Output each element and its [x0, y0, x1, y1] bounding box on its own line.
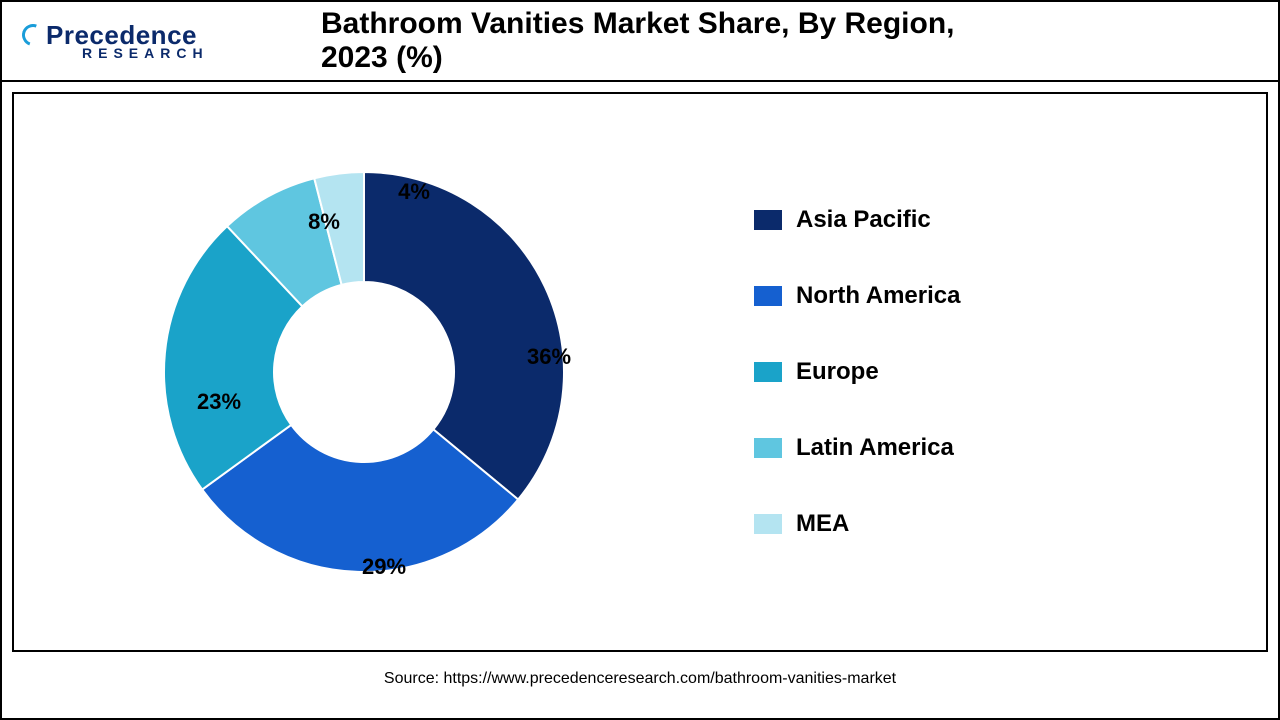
legend-label: Europe [796, 358, 879, 386]
outer-frame: Precedence RESEARCH Bathroom Vanities Ma… [0, 0, 1280, 720]
legend-label: MEA [796, 510, 849, 538]
legend-swatch-icon [754, 438, 782, 458]
legend-item: North America [754, 282, 1164, 310]
slice-label: 36% [527, 344, 571, 370]
logo: Precedence RESEARCH [22, 22, 209, 60]
logo-swoosh-icon [18, 20, 47, 49]
logo-text-bottom: RESEARCH [82, 46, 209, 60]
chart-title: Bathroom Vanities Market Share, By Regio… [321, 7, 959, 75]
donut-chart: 36% 29% 23% 8% 4% [14, 122, 714, 622]
slice-label: 23% [197, 389, 241, 415]
legend-item: Latin America [754, 434, 1164, 462]
slice-label: 4% [398, 179, 430, 205]
legend-swatch-icon [754, 514, 782, 534]
legend-swatch-icon [754, 362, 782, 382]
body-area: 36% 29% 23% 8% 4% Asia Pacific North America E… [2, 82, 1278, 718]
legend: Asia Pacific North America Europe Latin Ame… [714, 206, 1164, 538]
source-line: Source: https://www.precedenceresearch.c… [12, 670, 1268, 688]
legend-item: Asia Pacific [754, 206, 1164, 234]
donut-svg [154, 162, 574, 582]
legend-swatch-icon [754, 210, 782, 230]
legend-label: Latin America [796, 434, 954, 462]
legend-label: Asia Pacific [796, 206, 931, 234]
inner-frame: 36% 29% 23% 8% 4% Asia Pacific North America E… [12, 92, 1268, 652]
legend-item: MEA [754, 510, 1164, 538]
legend-label: North America [796, 282, 960, 310]
slice-label: 29% [362, 554, 406, 580]
legend-item: Europe [754, 358, 1164, 386]
slice-label: 8% [308, 209, 340, 235]
donut-slice [364, 172, 564, 499]
header-bar: Precedence RESEARCH Bathroom Vanities Ma… [2, 2, 1278, 82]
legend-swatch-icon [754, 286, 782, 306]
